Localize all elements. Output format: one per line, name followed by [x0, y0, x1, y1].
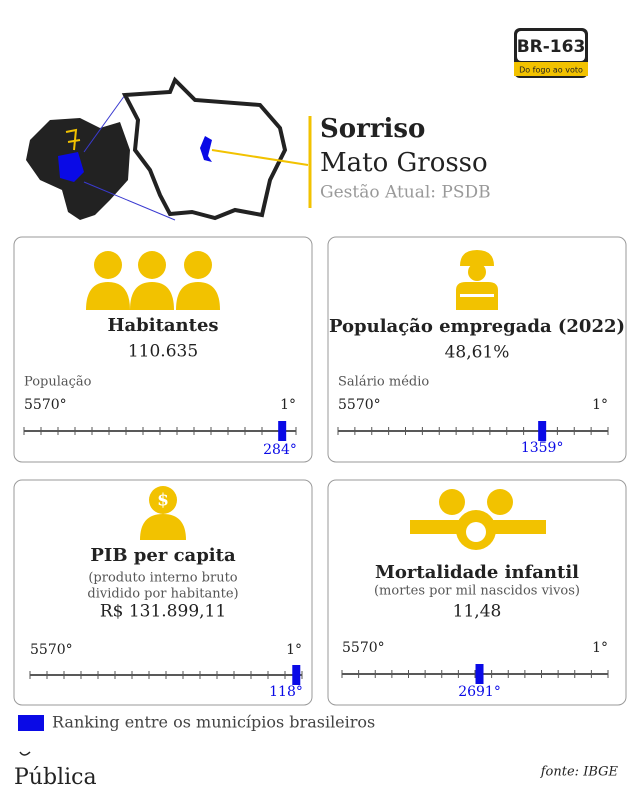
card-value: R$ 131.899,11 — [100, 602, 226, 622]
worker-icon — [456, 250, 498, 310]
card-subtitle: (produto interno bruto — [88, 571, 237, 586]
rank-label: 284° — [263, 442, 297, 458]
logo: BR-163 Do fogo ao voto — [514, 28, 588, 78]
money-icon: $ — [140, 486, 186, 540]
city: Sorriso — [320, 114, 425, 144]
scale-right: 1° — [286, 642, 302, 658]
state: Mato Grosso — [320, 148, 488, 178]
rank-label: 2691° — [458, 684, 501, 700]
card — [327, 479, 627, 706]
card-title: PIB per capita — [90, 545, 236, 566]
card — [327, 236, 627, 463]
scale-right: 1° — [592, 640, 608, 656]
card — [13, 236, 313, 463]
scale-left: 5570° — [24, 397, 67, 413]
card-subtitle: dividido por habitante) — [87, 587, 238, 602]
legend-swatch — [18, 715, 44, 731]
source: fonte: IBGE — [540, 765, 619, 780]
rank-marker — [278, 421, 287, 441]
card-title: População empregada (2022) — [329, 316, 625, 337]
rank-marker — [538, 421, 547, 441]
rank-marker — [292, 665, 301, 685]
logo-title: BR-163 — [517, 37, 586, 57]
card — [13, 479, 313, 706]
people-icon — [86, 251, 220, 310]
rank-label: 1359° — [521, 440, 564, 456]
svg-text:$: $ — [157, 491, 169, 511]
logo-subtitle: Do fogo ao voto — [519, 66, 583, 75]
rank-marker — [475, 664, 484, 684]
rank-label: 118° — [269, 684, 303, 700]
card-title: Habitantes — [107, 315, 218, 336]
publisher: Pública — [14, 765, 97, 790]
card-value: 48,61% — [445, 343, 510, 363]
scale-right: 1° — [280, 397, 296, 413]
card-title: Mortalidade infantil — [375, 562, 579, 583]
baby-icon — [410, 489, 546, 550]
scale-left: 5570° — [30, 642, 73, 658]
card-subtitle: (mortes por mil nascidos vivos) — [374, 584, 580, 599]
scale-label: Salário médio — [338, 375, 429, 390]
legend-label: Ranking entre os municípios brasileiros — [52, 713, 375, 732]
scale-right: 1° — [592, 397, 608, 413]
scale-label: População — [24, 375, 92, 390]
administration: Gestão Atual: PSDB — [320, 183, 491, 203]
card-value: 110.635 — [128, 342, 198, 362]
card-value: 11,48 — [453, 602, 502, 622]
scale-left: 5570° — [342, 640, 385, 656]
map — [26, 76, 312, 221]
scale-left: 5570° — [338, 397, 381, 413]
